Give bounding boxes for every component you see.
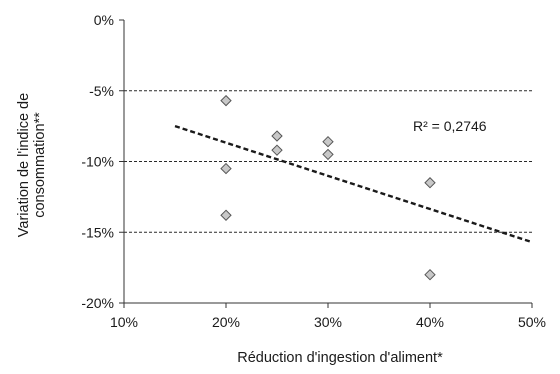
- data-point: [322, 135, 334, 148]
- x-tick-labels: 10% 20% 30% 40% 50%: [110, 314, 546, 330]
- trendline: [174, 124, 533, 244]
- data-point: [220, 209, 232, 221]
- y-tick-label: -5%: [89, 83, 114, 99]
- x-tick-label: 50%: [518, 314, 546, 330]
- y-tick-label: -20%: [81, 295, 114, 311]
- y-axis-title-line-1: Variation de l'indice de: [16, 93, 32, 237]
- data-point: [271, 144, 283, 156]
- axes: [119, 19, 533, 308]
- y-axis-title-line-2: consommation**: [32, 112, 48, 218]
- data-point: [220, 162, 232, 175]
- data-point: [271, 130, 283, 142]
- y-tick-labels: 0% -5% -10% -15% -20%: [81, 12, 114, 311]
- x-tick-label: 30%: [314, 314, 342, 330]
- x-tick-label: 20%: [212, 314, 240, 330]
- gridlines: [124, 90, 532, 233]
- data-points: [220, 94, 436, 281]
- data-point: [424, 177, 436, 189]
- data-point: [322, 148, 334, 161]
- r-squared-annotation: R² = 0,2746: [413, 118, 487, 134]
- y-tick-label: 0%: [94, 12, 114, 28]
- trendline-group: [174, 124, 533, 244]
- x-tick-label: 10%: [110, 314, 138, 330]
- y-tick-label: -10%: [81, 154, 114, 170]
- y-tick-label: -15%: [81, 224, 114, 240]
- data-point: [220, 94, 232, 107]
- x-axis-title: Réduction d'ingestion d'aliment*: [237, 350, 443, 366]
- x-tick-label: 40%: [416, 314, 444, 330]
- data-point: [424, 268, 436, 281]
